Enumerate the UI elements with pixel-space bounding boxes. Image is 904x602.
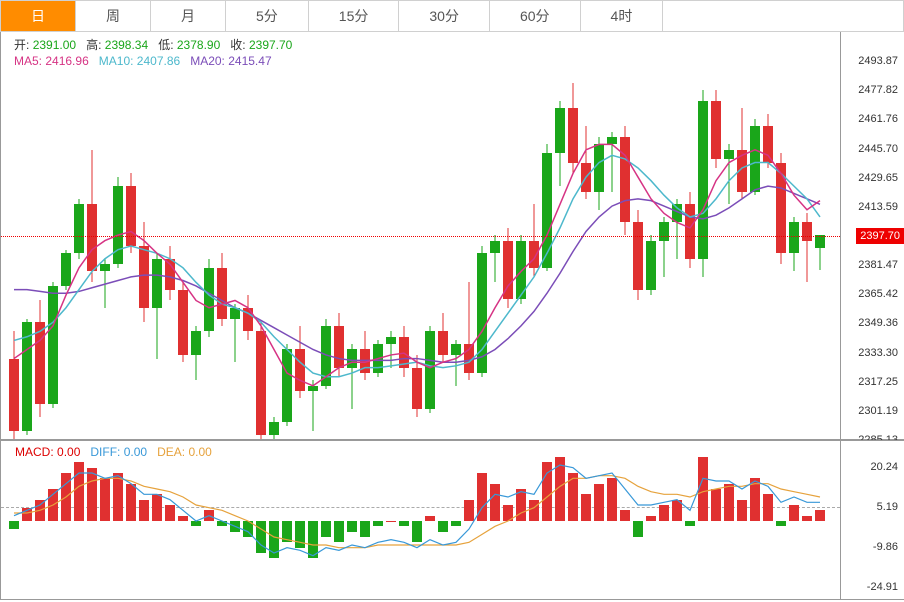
macd-bar: [802, 516, 812, 521]
timeframe-tab[interactable]: 4时: [581, 1, 664, 31]
macd-bar: [516, 489, 526, 521]
macd-info: MACD: 0.00 DIFF: 0.00 DEA: 0.00: [15, 445, 212, 459]
macd-bar: [750, 478, 760, 521]
macd-bar: [620, 510, 630, 521]
macd-bar: [74, 462, 84, 521]
timeframe-tab[interactable]: 日: [1, 1, 76, 31]
macd-bar: [685, 521, 695, 526]
macd-bar: [165, 505, 175, 521]
macd-bar: [308, 521, 318, 558]
macd-bar: [126, 484, 136, 521]
macd-bar: [763, 494, 773, 521]
macd-bar: [61, 473, 71, 521]
macd-bar: [334, 521, 344, 542]
macd-bar: [204, 510, 214, 521]
price-y-axis: 2285.132301.192317.252333.302349.362365.…: [840, 32, 904, 439]
macd-bar: [191, 521, 201, 526]
macd-bar: [230, 521, 240, 532]
macd-bar: [776, 521, 786, 526]
macd-bar: [152, 494, 162, 521]
macd-bar: [321, 521, 331, 537]
macd-bar: [477, 473, 487, 521]
macd-bar: [542, 462, 552, 521]
candlestick-chart[interactable]: 2285.132301.192317.252333.302349.362365.…: [0, 32, 904, 440]
macd-bar: [22, 508, 32, 521]
macd-bar: [698, 457, 708, 521]
macd-bar: [360, 521, 370, 537]
macd-bar: [269, 521, 279, 558]
macd-bar: [373, 521, 383, 526]
macd-bar: [529, 500, 539, 521]
macd-bar: [464, 500, 474, 521]
macd-chart[interactable]: MACD: 0.00 DIFF: 0.00 DEA: 0.00 20.245.1…: [0, 440, 904, 600]
macd-bar: [113, 473, 123, 521]
macd-bar: [178, 516, 188, 521]
ma-info: MA5: 2416.96 MA10: 2407.86 MA20: 2415.47: [14, 54, 272, 68]
macd-bar: [9, 521, 19, 529]
macd-bar: [100, 478, 110, 521]
macd-bar: [607, 478, 617, 521]
macd-bar: [633, 521, 643, 537]
timeframe-tab[interactable]: 5分: [226, 1, 309, 31]
timeframe-tab[interactable]: 15分: [309, 1, 400, 31]
current-price-badge: 2397.70: [856, 228, 904, 244]
macd-bar: [789, 505, 799, 521]
macd-bar: [490, 484, 500, 521]
macd-bar: [217, 521, 227, 526]
timeframe-tab[interactable]: 30分: [399, 1, 490, 31]
macd-bar: [347, 521, 357, 532]
macd-bar: [438, 521, 448, 532]
macd-bar: [711, 489, 721, 521]
macd-bar: [646, 516, 656, 521]
macd-bar: [724, 484, 734, 521]
timeframe-tab[interactable]: 60分: [490, 1, 581, 31]
macd-bar: [386, 521, 396, 522]
macd-bar: [581, 494, 591, 521]
macd-bar: [737, 500, 747, 521]
macd-bar: [451, 521, 461, 526]
macd-bar: [87, 468, 97, 521]
macd-bar: [555, 457, 565, 521]
macd-bar: [503, 505, 513, 521]
ohlc-info: 开: 2391.00 高: 2398.34 低: 2378.90 收: 2397…: [14, 36, 292, 53]
macd-bar: [35, 500, 45, 521]
macd-bar: [568, 473, 578, 521]
timeframe-tabs: 日周月5分15分30分60分4时: [0, 0, 904, 32]
timeframe-tab[interactable]: 周: [76, 1, 151, 31]
macd-bar: [48, 489, 58, 521]
timeframe-tab[interactable]: 月: [151, 1, 226, 31]
macd-bar: [425, 516, 435, 521]
macd-bar: [594, 484, 604, 521]
macd-bar: [139, 500, 149, 521]
macd-bar: [282, 521, 292, 542]
macd-bar: [243, 521, 253, 537]
macd-bar: [399, 521, 409, 526]
macd-bar: [659, 505, 669, 521]
macd-bar: [295, 521, 305, 548]
macd-bar: [672, 500, 682, 521]
macd-bar: [815, 510, 825, 521]
macd-bar: [412, 521, 422, 542]
macd-y-axis: 20.245.19-9.86-24.91: [840, 441, 904, 599]
macd-bar: [256, 521, 266, 553]
